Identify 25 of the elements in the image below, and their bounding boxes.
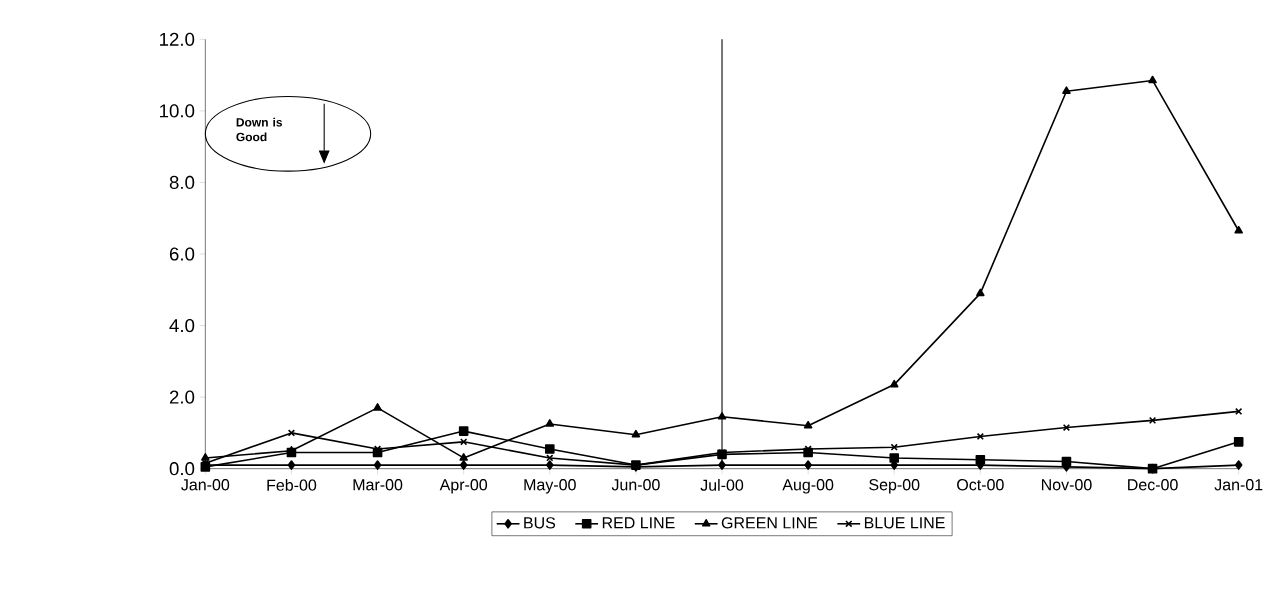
y-tick-label: 6.0 xyxy=(169,247,195,261)
x-tick-label: Sep-00 xyxy=(869,479,920,494)
x-tick-label: Feb-00 xyxy=(267,479,317,491)
legend-label: RED LINE xyxy=(602,517,675,529)
x-tick-label: Jun-00 xyxy=(611,479,660,491)
y-tick-label: 10.0 xyxy=(160,104,195,118)
x-tick-label: Aug-00 xyxy=(782,479,834,494)
x-tick-label: Nov-00 xyxy=(1041,479,1092,491)
legend-label: BUS xyxy=(524,517,556,529)
y-tick-label: 4.0 xyxy=(169,318,195,333)
x-tick-label: Oct-00 xyxy=(957,479,1004,491)
legend-label: BLUE LINE xyxy=(864,517,945,529)
x-tick-label: Dec-00 xyxy=(1128,479,1178,491)
x-tick-label: Mar-00 xyxy=(353,479,403,491)
annotation: Down is Good xyxy=(236,117,283,142)
x-tick-label: Jan-00 xyxy=(181,479,230,491)
x-tick-label: Apr-00 xyxy=(439,479,488,494)
x-tick-label: Jan-01 xyxy=(1214,479,1263,491)
y-tick-label: 12.0 xyxy=(160,32,195,46)
x-tick-label: Jul-00 xyxy=(700,479,744,491)
y-tick-label: 8.0 xyxy=(169,175,195,190)
y-tick-label: 2.0 xyxy=(169,390,195,404)
legend-label: GREEN LINE xyxy=(721,517,818,529)
y-tick-label: 0.0 xyxy=(169,462,195,476)
x-tick-label: May-00 xyxy=(524,479,576,494)
